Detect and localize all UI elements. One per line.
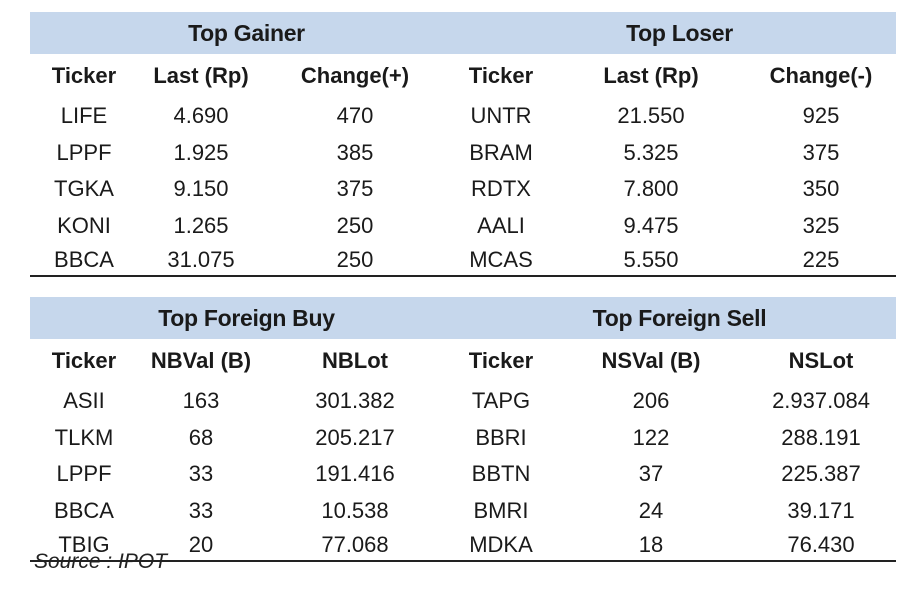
table-title-bar: Top Gainer Top Loser xyxy=(30,12,896,54)
column-header: Ticker xyxy=(51,63,117,88)
column-header-row: Ticker NBVal (B) NBLot Ticker NSVal (B) … xyxy=(30,339,896,383)
column-header: Change(+) xyxy=(300,63,410,88)
table-cell: 4.690 xyxy=(173,103,229,129)
column-header: Change(-) xyxy=(769,63,873,88)
table-bottom-rule xyxy=(30,275,896,277)
table-row: LIFE 4.690 470 UNTR 21.550 925 xyxy=(30,98,896,135)
source-note: Source : IPOT xyxy=(34,550,168,573)
table-body: ASII 163 301.382 TAPG 206 2.937.084 TLKM 68 205.… xyxy=(30,383,896,560)
table-cell: 225.387 xyxy=(781,461,861,487)
table-row: TBIG 20 77.068 MDKA 18 76.430 xyxy=(30,529,896,560)
table-row: BBCA 33 10.538 BMRI 24 39.171 xyxy=(30,493,896,530)
top-loser-title: Top Loser xyxy=(626,19,733,46)
table-cell: 37 xyxy=(638,461,664,487)
table-cell: 288.191 xyxy=(781,424,861,450)
table-cell: 375 xyxy=(336,176,374,202)
table-cell: 7.800 xyxy=(623,176,679,202)
table-cell: 10.538 xyxy=(321,497,389,523)
table-cell: 470 xyxy=(336,103,374,129)
table-cell: LIFE xyxy=(60,103,108,129)
table-body: LIFE 4.690 470 UNTR 21.550 925 LPPF 1.925 385 BRA… xyxy=(30,98,896,275)
table-cell: TGKA xyxy=(54,176,114,202)
table-cell: 225 xyxy=(802,246,840,272)
column-header: NSVal (B) xyxy=(601,348,701,373)
table-cell: AALI xyxy=(477,212,525,238)
column-header: NSLot xyxy=(788,348,854,373)
top-foreign-buy-sell-table: Top Foreign Buy Top Foreign Sell Ticker … xyxy=(30,297,896,562)
table-cell: 1.925 xyxy=(173,139,229,165)
table-cell: 2.937.084 xyxy=(772,388,870,414)
table-row: ASII 163 301.382 TAPG 206 2.937.084 xyxy=(30,383,896,420)
table-cell: 9.150 xyxy=(173,176,229,202)
table-cell: TLKM xyxy=(54,424,114,450)
table-cell: 21.550 xyxy=(617,103,685,129)
column-header: Ticker xyxy=(468,63,534,88)
table-cell: KONI xyxy=(57,212,111,238)
table-cell: TBIG xyxy=(58,531,110,557)
table-cell: 77.068 xyxy=(321,531,389,557)
table-cell: MCAS xyxy=(469,246,533,272)
table-cell: 76.430 xyxy=(787,531,855,557)
top-foreign-buy-title: Top Foreign Buy xyxy=(158,304,335,331)
table-cell: ASII xyxy=(63,388,105,414)
table-cell: BBCA xyxy=(54,246,114,272)
table-cell: LPPF xyxy=(56,139,112,165)
table-cell: 191.416 xyxy=(315,461,395,487)
table-cell: 20 xyxy=(188,531,214,557)
table-cell: 385 xyxy=(336,139,374,165)
table-cell: 163 xyxy=(182,388,220,414)
table-cell: 24 xyxy=(638,497,664,523)
table-cell: 350 xyxy=(802,176,840,202)
table-cell: 5.550 xyxy=(623,246,679,272)
table-cell: 39.171 xyxy=(787,497,855,523)
table-cell: UNTR xyxy=(470,103,532,129)
table-cell: BBTN xyxy=(471,461,531,487)
table-cell: 122 xyxy=(632,424,670,450)
table-cell: 31.075 xyxy=(167,246,235,272)
table-cell: 206 xyxy=(632,388,670,414)
table-cell: BBCA xyxy=(54,497,114,523)
table-cell: LPPF xyxy=(56,461,112,487)
table-cell: RDTX xyxy=(471,176,531,202)
table-cell: 5.325 xyxy=(623,139,679,165)
table-cell: 68 xyxy=(188,424,214,450)
table-cell: 18 xyxy=(638,531,664,557)
table-cell: 375 xyxy=(802,139,840,165)
table-row: BBCA 31.075 250 MCAS 5.550 225 xyxy=(30,244,896,275)
table-bottom-rule xyxy=(30,560,896,562)
table-cell: BBRI xyxy=(475,424,527,450)
table-cell: 301.382 xyxy=(315,388,395,414)
table-cell: 925 xyxy=(802,103,840,129)
table-cell: 205.217 xyxy=(315,424,395,450)
table-cell: 33 xyxy=(188,497,214,523)
table-row: LPPF 33 191.416 BBTN 37 225.387 xyxy=(30,456,896,493)
column-header: NBLot xyxy=(322,348,388,373)
table-cell: BMRI xyxy=(473,497,529,523)
table-cell: BRAM xyxy=(469,139,533,165)
table-cell: 9.475 xyxy=(623,212,679,238)
table-title-bar: Top Foreign Buy Top Foreign Sell xyxy=(30,297,896,339)
table-cell: MDKA xyxy=(469,531,533,557)
table-cell: 250 xyxy=(336,246,374,272)
top-gainer-title: Top Gainer xyxy=(188,19,305,46)
table-row: TGKA 9.150 375 RDTX 7.800 350 xyxy=(30,171,896,208)
top-foreign-sell-title: Top Foreign Sell xyxy=(592,304,767,331)
table-cell: 33 xyxy=(188,461,214,487)
column-header: Last (Rp) xyxy=(603,63,699,88)
table-row: LPPF 1.925 385 BRAM 5.325 375 xyxy=(30,135,896,172)
column-header: Last (Rp) xyxy=(153,63,249,88)
table-row: KONI 1.265 250 AALI 9.475 325 xyxy=(30,208,896,245)
table-cell: 1.265 xyxy=(173,212,229,238)
column-header: Ticker xyxy=(468,348,534,373)
table-cell: 250 xyxy=(336,212,374,238)
column-header: Ticker xyxy=(51,348,117,373)
table-cell: 325 xyxy=(802,212,840,238)
top-gainer-loser-table: Top Gainer Top Loser Ticker Last (Rp) Ch… xyxy=(30,12,896,277)
column-header-row: Ticker Last (Rp) Change(+) Ticker Last (… xyxy=(30,54,896,98)
table-cell: TAPG xyxy=(471,388,531,414)
column-header: NBVal (B) xyxy=(150,348,252,373)
table-row: TLKM 68 205.217 BBRI 122 288.191 xyxy=(30,420,896,457)
